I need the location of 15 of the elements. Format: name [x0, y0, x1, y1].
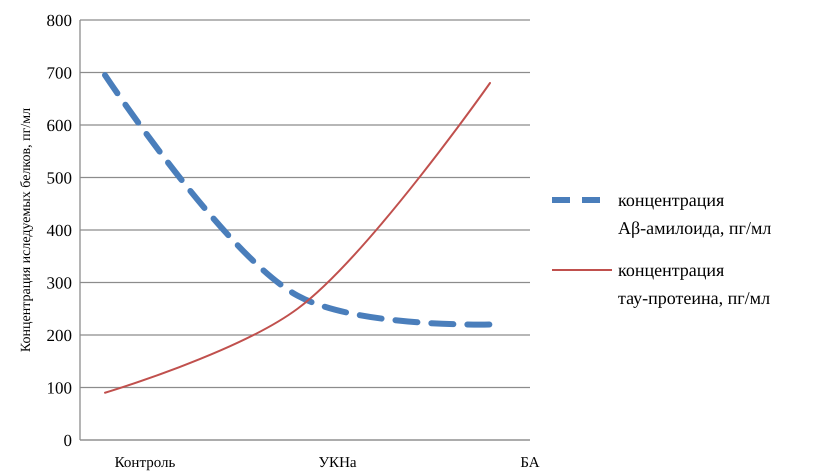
- y-axis-title: Концентрация иследуемых белков, пг/мл: [19, 108, 34, 352]
- y-tick-label: 800: [46, 10, 72, 30]
- y-tick-label: 0: [64, 430, 72, 450]
- y-tick-label: 700: [46, 63, 72, 82]
- x-tick-label: УКНа: [318, 455, 357, 471]
- y-tick-label: 200: [46, 326, 72, 345]
- legend-label: концентрация тау-протеина, пг/мл: [618, 260, 770, 308]
- y-tick-label: 100: [46, 378, 72, 398]
- x-tick-label: БА: [520, 455, 540, 471]
- y-tick-label: 500: [46, 168, 72, 188]
- y-tick-label: 300: [46, 273, 72, 292]
- legend-label: концентрация Aβ-амилоида, пг/мл: [618, 190, 772, 238]
- y-tick-label: 400: [46, 220, 72, 240]
- y-tick-label: 600: [46, 116, 72, 135]
- x-tick-label: Контроль: [114, 455, 176, 471]
